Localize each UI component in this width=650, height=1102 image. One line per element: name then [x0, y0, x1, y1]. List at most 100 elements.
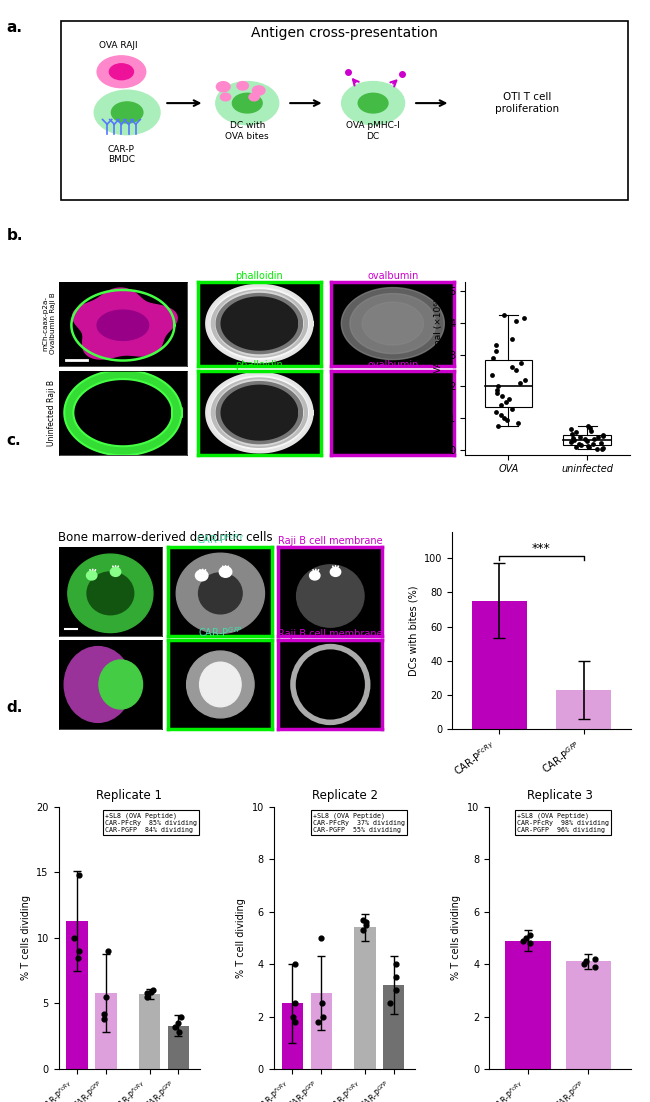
Ellipse shape	[342, 82, 404, 125]
Point	[289, 995, 300, 1013]
Text: b.: b.	[6, 228, 23, 244]
Ellipse shape	[252, 86, 265, 95]
Point	[590, 950, 601, 968]
Point	[597, 425, 608, 443]
Ellipse shape	[219, 566, 232, 577]
Point	[516, 354, 526, 371]
Point	[525, 934, 536, 952]
Ellipse shape	[200, 662, 241, 706]
Point	[566, 433, 576, 451]
Point	[596, 434, 606, 452]
Point	[593, 428, 603, 445]
Point	[103, 942, 113, 960]
Bar	[96, 993, 117, 1069]
Title: CAR-P$^{GFP}$: CAR-P$^{GFP}$	[198, 625, 243, 639]
Bar	[383, 985, 404, 1069]
Point	[510, 361, 521, 379]
Point	[488, 349, 498, 367]
Bar	[311, 993, 332, 1069]
Point	[575, 429, 586, 446]
Polygon shape	[208, 376, 311, 450]
Ellipse shape	[358, 94, 388, 112]
Point	[176, 1007, 186, 1025]
Ellipse shape	[330, 568, 341, 576]
Point	[502, 411, 512, 429]
Point	[571, 439, 581, 456]
Point	[579, 955, 590, 973]
Polygon shape	[362, 302, 424, 345]
Point	[507, 400, 517, 418]
Point	[582, 437, 593, 455]
Point	[358, 910, 369, 928]
Title: Raji B cell membrane: Raji B cell membrane	[278, 629, 383, 639]
Text: OVA pMHC-I
DC: OVA pMHC-I DC	[346, 121, 400, 141]
Point	[361, 916, 371, 933]
Bar	[485, 360, 532, 407]
Polygon shape	[97, 310, 149, 341]
Text: a.: a.	[6, 20, 23, 35]
Title: Replicate 2: Replicate 2	[311, 789, 378, 801]
Point	[500, 393, 511, 411]
Ellipse shape	[249, 94, 259, 100]
Text: Bone marrow-derived dendritic cells: Bone marrow-derived dendritic cells	[58, 531, 273, 544]
Point	[486, 367, 497, 385]
Point	[174, 1014, 184, 1031]
Ellipse shape	[237, 82, 248, 90]
Point	[568, 429, 578, 446]
Bar	[566, 961, 611, 1069]
Point	[598, 426, 608, 444]
Point	[142, 988, 152, 1006]
Ellipse shape	[111, 568, 121, 576]
Point	[491, 403, 501, 421]
Point	[519, 310, 529, 327]
Title: CAR-P$^{FcRγ}$: CAR-P$^{FcRγ}$	[196, 532, 244, 547]
Y-axis label: mCh-caax-p2a-
Ovalbumin Raji B: mCh-caax-p2a- Ovalbumin Raji B	[43, 293, 56, 355]
Point	[313, 1013, 323, 1030]
Point	[290, 1013, 300, 1030]
Point	[69, 929, 79, 947]
Point	[585, 419, 595, 436]
Point	[519, 371, 530, 389]
Point	[497, 387, 507, 404]
Ellipse shape	[94, 90, 160, 134]
Polygon shape	[341, 288, 445, 359]
Point	[491, 336, 502, 354]
Point	[288, 1007, 298, 1025]
Ellipse shape	[64, 647, 132, 723]
Text: CAR-P
BMDC: CAR-P BMDC	[108, 144, 135, 164]
Point	[590, 958, 600, 975]
Point	[492, 383, 502, 401]
Point	[571, 423, 581, 441]
Point	[588, 430, 599, 447]
Ellipse shape	[87, 572, 134, 615]
Bar	[506, 940, 551, 1069]
Point	[142, 984, 152, 1002]
Point	[499, 306, 509, 324]
Point	[582, 432, 592, 450]
Y-axis label: % T cells dividing: % T cells dividing	[451, 896, 462, 981]
Bar	[471, 601, 526, 730]
Ellipse shape	[99, 660, 142, 709]
Bar	[281, 1004, 304, 1069]
Point	[174, 1024, 185, 1041]
Point	[290, 955, 300, 973]
Text: OVA RAJI: OVA RAJI	[99, 41, 138, 50]
Y-axis label: DCs with bites (%): DCs with bites (%)	[409, 585, 419, 676]
Point	[513, 414, 523, 432]
Point	[170, 1018, 180, 1036]
Point	[493, 378, 504, 396]
Point	[148, 982, 158, 1000]
Polygon shape	[208, 287, 311, 360]
Ellipse shape	[296, 565, 364, 627]
Y-axis label: Uninfected Raji B: Uninfected Raji B	[47, 380, 56, 445]
Ellipse shape	[198, 573, 242, 614]
Point	[567, 425, 577, 443]
Bar	[564, 435, 611, 445]
Text: +SL8 (OVA Peptide)
CAR-PFcRy  85% dividing
CAR-PGFP  84% dividing: +SL8 (OVA Peptide) CAR-PFcRy 85% dividin…	[105, 812, 197, 833]
Point	[580, 431, 590, 449]
Text: +SL8 (OVA Peptide)
CAR-PFcRy  37% dividing
CAR-PGFP  55% dividing: +SL8 (OVA Peptide) CAR-PFcRy 37% dividin…	[313, 812, 406, 833]
Y-axis label: % T cells dividing: % T cells dividing	[21, 896, 31, 981]
Ellipse shape	[187, 651, 254, 717]
Ellipse shape	[176, 553, 265, 634]
Title: phalloidin: phalloidin	[235, 271, 283, 281]
